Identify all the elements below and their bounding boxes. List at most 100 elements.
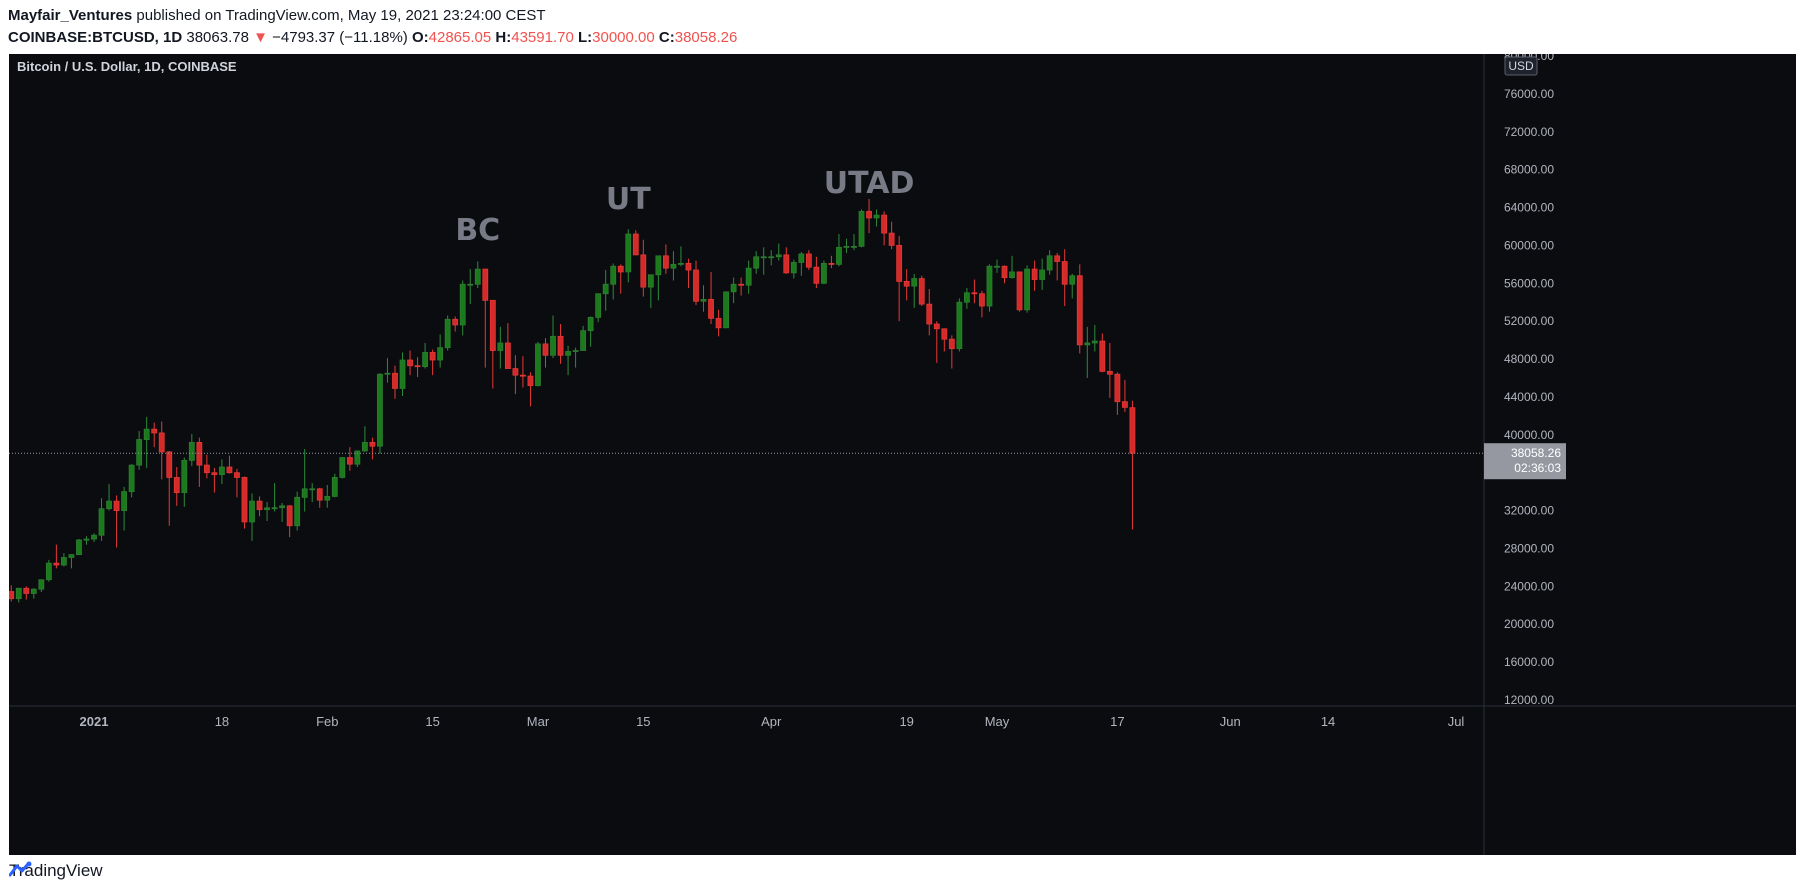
candle-body [1009, 271, 1015, 279]
candle-body [512, 368, 519, 376]
candle-body [572, 350, 579, 352]
candle-body [821, 263, 827, 284]
candle-body [963, 292, 970, 303]
annotation-label: BC [455, 213, 500, 248]
tradingview-brand: TradingView [9, 861, 103, 880]
candle-body [316, 488, 323, 501]
x-tick-label: 2021 [80, 714, 109, 729]
candle-body [1054, 255, 1061, 262]
candle-body [610, 265, 617, 285]
y-tick-label: 52000.00 [1504, 314, 1554, 328]
candle-body [106, 500, 112, 510]
candle-body [738, 283, 745, 286]
y-tick-label: 32000.00 [1504, 504, 1554, 518]
x-tick-label: 18 [215, 714, 229, 729]
candle-body [234, 472, 240, 478]
candle-body [805, 253, 812, 268]
candle-body [979, 293, 985, 307]
countdown-value: 02:36:03 [1514, 461, 1561, 475]
candle-body [986, 265, 993, 307]
candle-body [775, 254, 782, 258]
candle-body [38, 579, 45, 590]
x-tick-label: Jul [1448, 714, 1465, 729]
candle-body [83, 538, 90, 541]
candle-body [504, 342, 511, 369]
close-label: C: [658, 29, 675, 46]
currency-badge [1504, 56, 1538, 76]
candle-body [474, 268, 481, 285]
candle-body [1122, 401, 1128, 408]
candle-body [565, 351, 571, 356]
y-tick-label: 68000.00 [1504, 163, 1554, 177]
candle-body [377, 373, 383, 447]
candle-body [896, 245, 903, 282]
x-tick-label: 14 [1321, 714, 1335, 729]
candle-body [1016, 271, 1023, 311]
y-tick-label: 28000.00 [1504, 541, 1554, 555]
candle-body [670, 263, 677, 269]
candle-body [632, 233, 639, 256]
candle-body [971, 292, 978, 295]
candle-body [587, 316, 594, 332]
y-tick-label: 24000.00 [1504, 579, 1554, 593]
candle-body [520, 374, 526, 377]
x-tick-label: 17 [1110, 714, 1124, 729]
x-tick-label: 15 [636, 714, 650, 729]
candle-body [301, 488, 308, 498]
candle-body [392, 372, 398, 389]
candle-body [715, 317, 722, 329]
candle-body [602, 283, 609, 295]
open-value: 42865.05 [428, 29, 492, 46]
y-tick-label: 48000.00 [1504, 352, 1554, 366]
tradingview-logo-icon [9, 861, 32, 877]
candle-body [595, 293, 602, 318]
x-tick-label: Mar [527, 714, 550, 729]
candle-body [527, 375, 534, 386]
candle-body [662, 255, 669, 269]
high-label: H: [495, 29, 512, 46]
candle-body [166, 451, 173, 478]
symbol-label: COINBASE:BTCUSD, 1D [8, 29, 183, 46]
candlestick-chart[interactable]: Bitcoin / U.S. Dollar, 1D, COINBASE80000… [9, 54, 1796, 855]
tradingview-logo[interactable]: TradingView [9, 861, 103, 881]
chart-panel[interactable]: Bitcoin / U.S. Dollar, 1D, COINBASE80000… [9, 54, 1796, 867]
candle-body [1099, 340, 1106, 372]
candle-body [617, 265, 624, 273]
candle-body [15, 587, 22, 600]
candle-body [226, 466, 233, 474]
candle-body [1001, 265, 1008, 279]
candle-body [68, 554, 75, 558]
candle-body [113, 500, 120, 511]
price-change: −4793.37 (−11.18%) [272, 29, 408, 46]
x-tick-label: 15 [425, 714, 439, 729]
x-tick-label: 19 [899, 714, 913, 729]
publish-date: published on TradingView.com, May 19, 20… [136, 7, 546, 24]
publish-info: Mayfair_Ventures published on TradingVie… [8, 6, 546, 26]
candle-body [655, 255, 662, 276]
candle-body [158, 432, 165, 453]
candle-body [188, 441, 195, 461]
candle-body [918, 278, 925, 305]
candle-body [53, 562, 60, 566]
x-tick-label: May [985, 714, 1010, 729]
candle-body [994, 265, 1000, 268]
candle-body [813, 266, 820, 284]
candle-body [903, 280, 910, 287]
candle-body [1039, 269, 1046, 280]
y-tick-label: 64000.00 [1504, 201, 1554, 215]
last-price-badge [1484, 443, 1566, 480]
candle-body [128, 464, 135, 493]
candle-body [203, 464, 210, 474]
candle-body [1061, 261, 1068, 285]
candle-body [933, 323, 940, 330]
candle-body [422, 352, 428, 368]
candle-body [249, 500, 255, 523]
candle-body [143, 428, 150, 440]
y-tick-label: 60000.00 [1504, 238, 1554, 252]
candle-body [151, 428, 158, 434]
candle-body [1106, 370, 1113, 375]
y-tick-label: 72000.00 [1504, 125, 1554, 139]
candle-body [324, 495, 331, 501]
candle-body [535, 343, 541, 386]
candle-body [926, 303, 933, 325]
